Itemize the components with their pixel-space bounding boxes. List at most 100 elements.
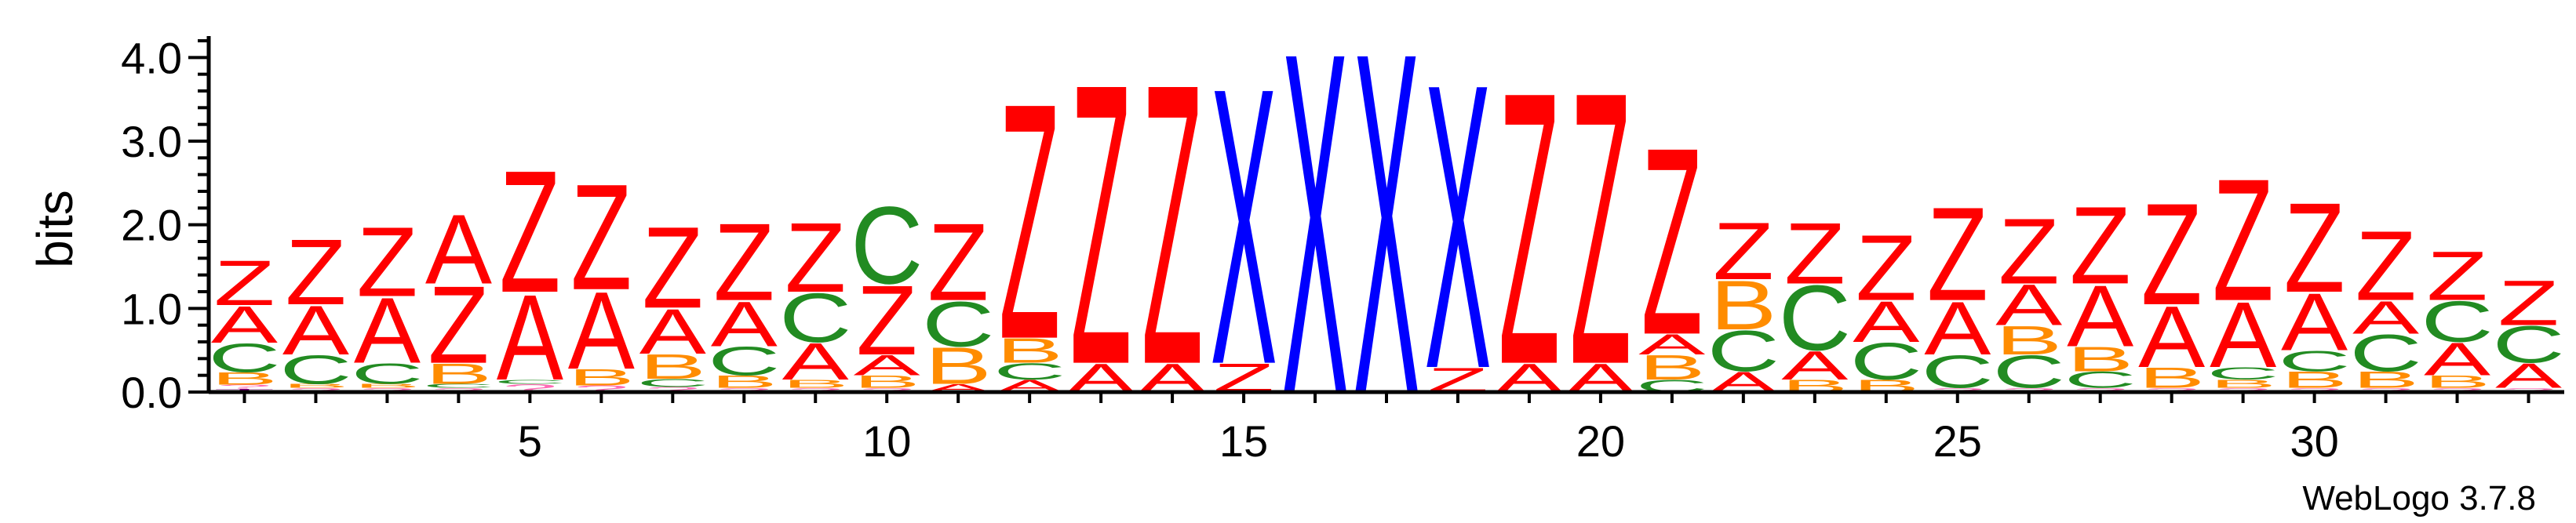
logo-glyph-pos11-B: B <box>925 336 992 395</box>
logo-glyph-pos27-C: C <box>2064 367 2137 393</box>
logo-glyph-pos5-Z: Z <box>499 135 560 329</box>
logo-glyph-pos32-unknown: ? <box>2429 387 2485 393</box>
logo-glyph-pos30-B: B <box>2281 367 2348 393</box>
logo-glyph-pos6-Z: Z <box>570 152 632 321</box>
logo-glyph-pos9-B: B <box>782 377 849 390</box>
y-tick-label: 2.0 <box>121 201 182 250</box>
logo-glyph-pos4-Z: Z <box>428 263 489 387</box>
logo-glyph-pos10-B: B <box>854 372 920 392</box>
logo-glyph-pos14-Z: Z <box>1142 0 1203 448</box>
logo-glyph-pos25-unknown: ? <box>1929 387 1985 393</box>
logo-glyph-pos1-C: C <box>208 336 280 381</box>
logo-glyph-pos11-C: C <box>922 289 994 360</box>
logo-glyph-pos12-C: C <box>993 358 1066 384</box>
logo-glyph-pos22-B: B <box>1710 267 1776 344</box>
logo-glyph-pos28-Z: Z <box>2141 173 2203 335</box>
logo-glyph-pos9-C: C <box>779 279 851 357</box>
logo-glyph-pos26-Z: Z <box>1998 200 2060 303</box>
logo-glyph-pos31-unknown: ? <box>2358 387 2414 393</box>
logo-glyph-pos33-Z: Z <box>2498 267 2560 339</box>
logo-glyph-pos8-unknown: ? <box>716 387 772 393</box>
logo-glyph-pos9-unknown: ? <box>788 387 843 393</box>
logo-glyph-pos28-B: B <box>2138 361 2205 394</box>
logo-glyph-pos7-B: B <box>639 347 706 387</box>
logo-glyph-pos1-unknown: ? <box>217 383 272 390</box>
logo-glyph-pos24-C: C <box>1850 332 1922 391</box>
logo-glyph-pos9-A: A <box>782 332 849 391</box>
x-tick-label: 5 <box>518 416 542 466</box>
logo-glyph-pos1-B: B <box>211 369 278 389</box>
logo-glyph-pos8-B: B <box>711 372 778 392</box>
x-tick-label: 10 <box>862 416 911 466</box>
logo-glyph-pos32-C: C <box>2421 290 2493 354</box>
axes: 0.0 1.0 2.0 3.0 4.0 5 10 15 20 25 30 <box>121 33 2564 466</box>
logo-glyph-pos3-A: A <box>354 280 421 383</box>
y-tick-label: 0.0 <box>121 368 182 417</box>
logo-glyph-pos2-B: B <box>282 383 349 389</box>
logo-glyph-pos6-B: B <box>568 365 635 390</box>
logo-glyph-pos13-Z: Z <box>1070 0 1131 448</box>
logo-glyph-pos30-C: C <box>2279 345 2351 377</box>
logo-glyph-pos31-A: A <box>2352 292 2420 343</box>
logo-glyph-pos1-Z: Z <box>213 247 275 318</box>
logo-glyph-pos6-A: A <box>568 269 636 392</box>
logo-glyph-pos3-C: C <box>351 358 423 390</box>
logo-glyph-pos22-C: C <box>1707 319 1780 383</box>
logo-glyph-pos29-C: C <box>2207 364 2279 383</box>
logo-glyph-pos1-A: A <box>211 296 278 354</box>
logo-glyph-pos29-Z: Z <box>2213 143 2274 338</box>
logo-glyph-pos18-X: X <box>1424 0 1491 454</box>
logo-glyph-pos25-Z: Z <box>1927 180 1988 329</box>
logo-glyph-pos31-Z: Z <box>2356 210 2417 321</box>
logo-glyph-pos30-A: A <box>2281 277 2348 368</box>
logo-glyph-pos5-C: C <box>494 379 566 385</box>
logo-glyph-pos29-A: A <box>2210 284 2276 387</box>
logo-glyph-pos2-C: C <box>279 347 352 392</box>
logo-glyph-pos30-Z: Z <box>2284 177 2345 319</box>
logo-glyph-pos27-unknown: ? <box>2072 387 2128 393</box>
logo-glyph-pos11-Z: Z <box>927 201 989 324</box>
logo-glyph-pos33-unknown: ? <box>2501 387 2556 393</box>
logo-glyph-pos24-A: A <box>1853 290 1920 354</box>
logo-glyph-pos27-Z: Z <box>2070 184 2131 307</box>
logo-glyph-pos4-C: C <box>422 383 494 389</box>
logo-glyph-pos31-B: B <box>2352 367 2419 393</box>
logo-glyph-pos2-unknown: ? <box>288 387 344 393</box>
logo-glyph-pos21-B: B <box>1638 348 1705 387</box>
logo-glyph-pos28-unknown: ? <box>2144 387 2199 393</box>
logo-glyph-pos12-B: B <box>997 332 1063 371</box>
y-tick-label: 1.0 <box>121 284 182 333</box>
logo-glyph-pos10-A: A <box>854 349 921 381</box>
logo-glyph-pos4-unknown: ? <box>431 387 486 393</box>
logo-glyph-pos26-unknown: ? <box>2001 387 2057 393</box>
y-axis-label: bits <box>27 190 83 268</box>
y-tick-label: 4.0 <box>121 33 182 82</box>
logo-glyph-pos12-Z: Z <box>999 34 1060 410</box>
logo-glyph-pos3-Z: Z <box>356 206 417 317</box>
logo-glyph-pos17-X: X <box>1353 0 1419 496</box>
weblogo-credit: WebLogo 3.7.8 <box>2302 479 2536 518</box>
logo-glyph-pos20-Z: Z <box>1570 10 1631 445</box>
logo-glyph-pos29-unknown: ? <box>2215 387 2271 393</box>
logo-glyph-pos10-Z: Z <box>856 265 917 376</box>
logo-glyph-pos32-B: B <box>2424 372 2490 392</box>
logo-glyph-pos7-C: C <box>636 376 709 389</box>
logo-glyph-pos26-A: A <box>1995 274 2063 338</box>
logo-glyph-pos31-C: C <box>2350 324 2422 383</box>
logo-glyph-pos28-A: A <box>2138 289 2205 387</box>
logo-glyph-pos21-A: A <box>1638 328 1706 360</box>
logo-glyph-pos25-C: C <box>1922 347 1994 398</box>
logo-glyph-pos4-A: A <box>425 194 493 304</box>
logo-glyph-pos3-B: B <box>354 383 421 389</box>
logo-glyph-pos23-A: A <box>1781 343 1848 388</box>
logo-glyph-pos10-unknown: ? <box>859 387 915 393</box>
logo-glyph-pos10-C: C <box>851 184 923 307</box>
logo-glyph-pos21-Z: Z <box>1641 92 1703 390</box>
logo-glyph-pos8-C: C <box>708 339 780 384</box>
x-tick-label: 20 <box>1576 416 1625 466</box>
logo-glyph-pos16-X: X <box>1281 0 1348 496</box>
logo-glyph-pos5-A: A <box>497 270 563 406</box>
logo-glyph-pos32-A: A <box>2424 334 2491 386</box>
logo-glyph-pos24-Z: Z <box>1856 217 1917 321</box>
